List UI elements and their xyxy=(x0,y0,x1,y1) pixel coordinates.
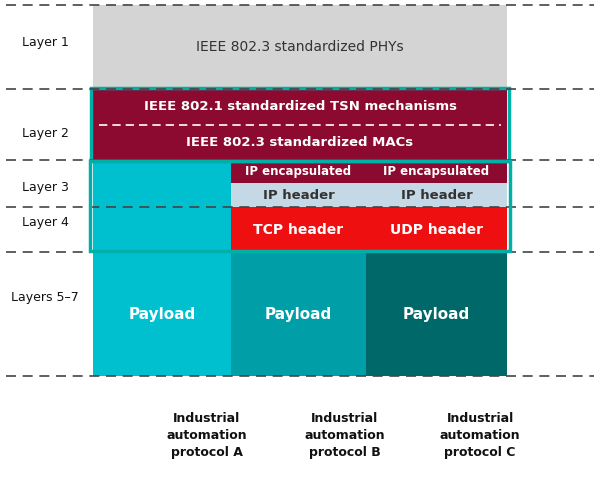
Text: Industrial
automation
protocol C: Industrial automation protocol C xyxy=(440,412,520,459)
Text: Payload: Payload xyxy=(265,307,332,322)
Text: Layer 3: Layer 3 xyxy=(22,181,68,194)
Bar xyxy=(93,207,231,252)
Bar xyxy=(231,252,366,376)
Bar xyxy=(93,160,231,183)
Text: IP encapsulated: IP encapsulated xyxy=(245,165,352,178)
Bar xyxy=(366,252,507,376)
Bar xyxy=(93,5,507,89)
Text: IEEE 802.3 standardized PHYs: IEEE 802.3 standardized PHYs xyxy=(196,40,404,54)
Text: IEEE 802.1 standardized TSN mechanisms: IEEE 802.1 standardized TSN mechanisms xyxy=(143,100,457,113)
Bar xyxy=(93,89,507,160)
Text: Industrial
automation
protocol B: Industrial automation protocol B xyxy=(305,412,385,459)
Text: Layer 2: Layer 2 xyxy=(22,127,68,140)
Text: Layers 5–7: Layers 5–7 xyxy=(11,291,79,303)
Text: TCP header: TCP header xyxy=(253,223,344,237)
Bar xyxy=(231,207,507,252)
Bar xyxy=(93,183,231,207)
Text: Payload: Payload xyxy=(403,307,470,322)
Text: Payload: Payload xyxy=(128,307,196,322)
Bar xyxy=(231,183,507,207)
Text: IP encapsulated: IP encapsulated xyxy=(383,165,490,178)
Bar xyxy=(93,252,231,376)
Text: UDP header: UDP header xyxy=(390,223,483,237)
Text: IP header: IP header xyxy=(263,189,334,201)
Text: Industrial
automation
protocol A: Industrial automation protocol A xyxy=(167,412,247,459)
Text: Layer 1: Layer 1 xyxy=(22,36,68,49)
Text: IP header: IP header xyxy=(401,189,472,201)
Text: Layer 4: Layer 4 xyxy=(22,216,68,229)
Bar xyxy=(231,160,507,183)
Text: IEEE 802.3 standardized MACs: IEEE 802.3 standardized MACs xyxy=(187,136,413,149)
